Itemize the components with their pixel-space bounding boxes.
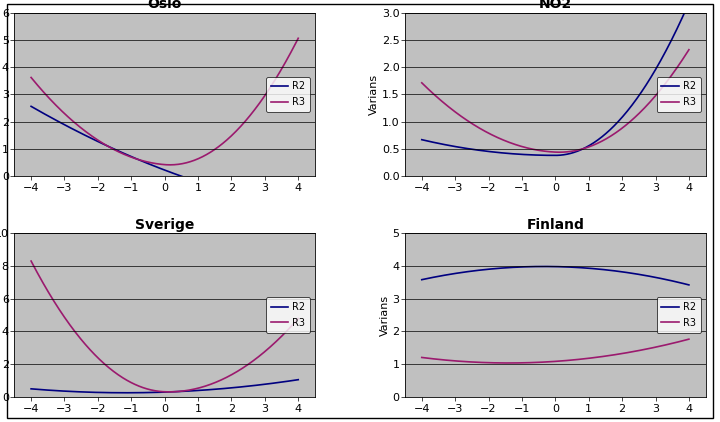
R2 xyxy=(27,104,35,109)
R3 xyxy=(59,313,68,318)
R3 xyxy=(505,360,513,365)
Legend: R2, R3: R2, R3 xyxy=(657,76,701,112)
R2 xyxy=(586,142,595,147)
R2 xyxy=(195,180,204,185)
R3 xyxy=(611,130,620,135)
R3 xyxy=(612,130,621,135)
R2 xyxy=(505,151,513,156)
R2 xyxy=(611,268,620,273)
R2 xyxy=(540,264,549,269)
R3 xyxy=(294,316,302,321)
R2 xyxy=(27,386,35,391)
R2 xyxy=(196,388,204,393)
R2 xyxy=(220,187,228,192)
Title: NO2: NO2 xyxy=(539,0,572,11)
Line: R3: R3 xyxy=(422,50,689,152)
R3 xyxy=(418,80,426,85)
Title: Finland: Finland xyxy=(526,218,584,232)
R2 xyxy=(114,390,122,395)
R3 xyxy=(166,162,174,168)
R2 xyxy=(685,282,693,287)
Line: R2: R2 xyxy=(31,106,298,208)
R3 xyxy=(114,372,122,377)
R3 xyxy=(196,155,204,160)
Legend: R2, R3: R2, R3 xyxy=(266,76,310,112)
R3 xyxy=(132,383,141,388)
R3 xyxy=(114,149,122,154)
R2 xyxy=(222,386,230,391)
R2 xyxy=(114,148,122,153)
R2 xyxy=(523,152,532,157)
Line: R2: R2 xyxy=(31,380,298,393)
R3 xyxy=(554,150,563,155)
R3 xyxy=(524,360,533,365)
R3 xyxy=(505,360,514,365)
R3 xyxy=(418,355,426,360)
R2 xyxy=(418,277,426,282)
R2 xyxy=(132,157,141,162)
R3 xyxy=(222,138,230,143)
Legend: R2, R3: R2, R3 xyxy=(266,297,310,333)
R2 xyxy=(220,386,229,391)
Line: R3: R3 xyxy=(422,339,689,363)
R2 xyxy=(294,377,302,382)
R2 xyxy=(121,390,130,395)
R2 xyxy=(449,271,458,276)
R3 xyxy=(505,140,513,145)
R3 xyxy=(611,352,620,357)
Y-axis label: Varians: Varians xyxy=(379,295,390,335)
R2 xyxy=(685,0,693,5)
Line: R2: R2 xyxy=(422,267,689,285)
R2 xyxy=(523,264,532,269)
R3 xyxy=(449,358,458,363)
R2 xyxy=(551,153,559,158)
R2 xyxy=(612,121,621,126)
R3 xyxy=(449,108,458,114)
R3 xyxy=(222,375,230,380)
R3 xyxy=(294,36,302,41)
R3 xyxy=(523,146,532,151)
R3 xyxy=(132,157,141,162)
R2 xyxy=(505,265,513,270)
R3 xyxy=(27,75,35,80)
R3 xyxy=(586,356,595,361)
R3 xyxy=(612,352,621,357)
R2 xyxy=(294,205,302,210)
R3 xyxy=(165,390,174,395)
R2 xyxy=(449,144,458,149)
R3 xyxy=(220,376,229,381)
Y-axis label: Varians: Varians xyxy=(369,74,379,115)
R2 xyxy=(418,137,426,142)
Title: Oslo: Oslo xyxy=(148,0,182,11)
R3 xyxy=(586,144,595,149)
Title: Sverige: Sverige xyxy=(135,218,194,232)
R3 xyxy=(59,110,68,115)
R3 xyxy=(196,385,204,390)
Legend: R2, R3: R2, R3 xyxy=(657,297,701,333)
R2 xyxy=(612,268,621,273)
Line: R2: R2 xyxy=(422,3,689,155)
Line: R3: R3 xyxy=(31,38,298,165)
Line: R3: R3 xyxy=(31,261,298,392)
R2 xyxy=(586,266,595,271)
R2 xyxy=(221,188,230,193)
R3 xyxy=(220,139,229,144)
R3 xyxy=(685,47,693,52)
R3 xyxy=(685,337,693,342)
R2 xyxy=(59,122,68,127)
R3 xyxy=(27,259,35,264)
R2 xyxy=(611,122,620,127)
R2 xyxy=(59,389,68,394)
R2 xyxy=(133,390,142,395)
